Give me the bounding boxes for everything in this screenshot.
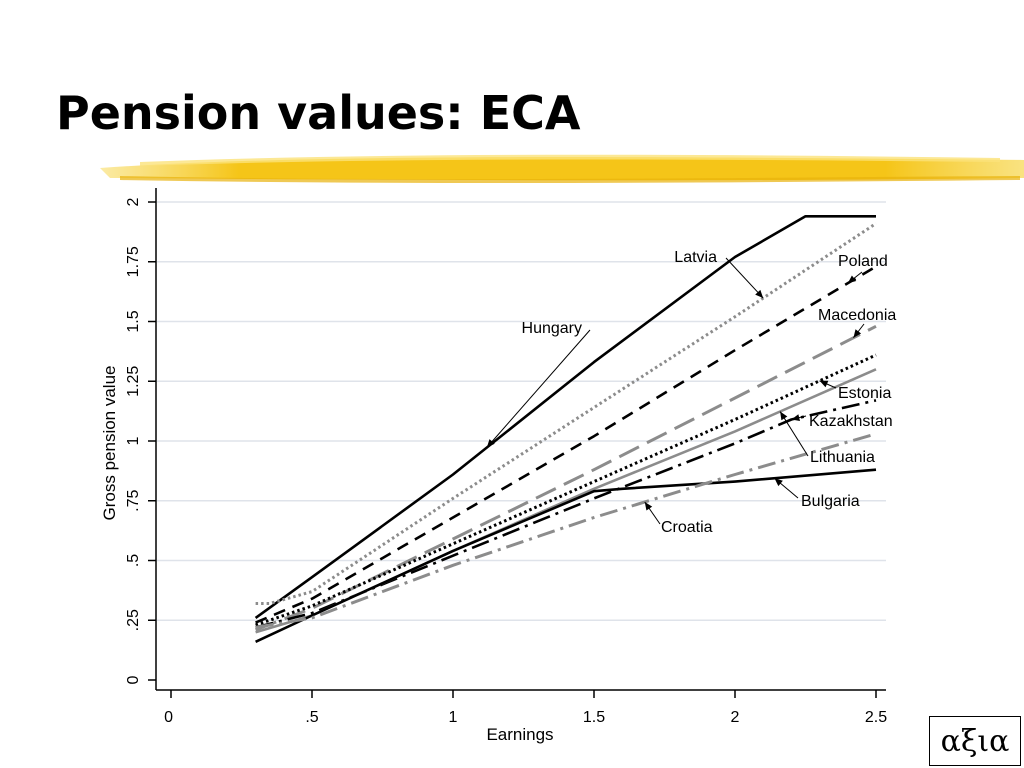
label-arrow-head bbox=[774, 478, 783, 487]
series-label-latvia: Latvia bbox=[674, 249, 717, 266]
label-arrow-line bbox=[486, 329, 591, 448]
y-axis-label: Gross pension value bbox=[100, 366, 119, 521]
label-arrow-head bbox=[780, 411, 788, 421]
grid-lines bbox=[157, 201, 886, 621]
y-tick-label: 1.25 bbox=[125, 366, 142, 397]
series-label-croatia: Croatia bbox=[661, 519, 713, 536]
label-arrow-head bbox=[644, 501, 653, 511]
series-label-bulgaria: Bulgaria bbox=[801, 493, 860, 510]
x-tick-label: 1 bbox=[449, 709, 458, 726]
series-lines bbox=[254, 215, 877, 643]
x-axis-label: Earnings bbox=[486, 725, 553, 744]
series-label-estonia: Estonia bbox=[838, 385, 891, 402]
series-line-poland bbox=[255, 265, 877, 624]
label-arrow-head bbox=[853, 329, 862, 338]
y-tick-label: 0 bbox=[125, 675, 142, 684]
label-arrow-head bbox=[847, 275, 857, 284]
logo-text: αξια bbox=[940, 723, 1010, 759]
x-tick-label: 2 bbox=[731, 709, 740, 726]
y-tick-label: 2 bbox=[125, 197, 142, 206]
series-label-lithuania: Lithuania bbox=[810, 449, 875, 466]
x-ticks: 0 .5 1 1.5 2 2.5 bbox=[164, 690, 887, 726]
label-arrow-head bbox=[755, 289, 764, 299]
label-arrow-head bbox=[791, 414, 800, 422]
y-tick-label: .5 bbox=[125, 554, 142, 567]
x-tick-label: .5 bbox=[305, 709, 318, 726]
x-tick-label: 2.5 bbox=[865, 709, 887, 726]
label-arrow-head bbox=[486, 439, 495, 448]
x-tick-label: 0 bbox=[164, 709, 173, 726]
series-labels: Hungary Latvia Poland Macedonia Estonia Kazak… bbox=[486, 249, 896, 536]
series-label-kazakhstan: Kazakhstan bbox=[809, 413, 893, 430]
series-label-macedonia: Macedonia bbox=[818, 307, 896, 324]
label-arrow-line bbox=[725, 257, 764, 299]
series-line-latvia bbox=[255, 222, 877, 605]
y-tick-label: 1.75 bbox=[125, 246, 142, 277]
label-arrow-line bbox=[779, 411, 809, 457]
series-line-croatia bbox=[255, 432, 877, 629]
slide-title: Pension values: ECA bbox=[56, 86, 581, 140]
highlight-stroke bbox=[100, 154, 1024, 184]
y-tick-label: 1.5 bbox=[125, 310, 142, 332]
y-tick-label: 1 bbox=[125, 436, 142, 445]
plot-frame bbox=[155, 188, 886, 691]
series-line-bulgaria bbox=[255, 468, 877, 643]
series-line-estonia bbox=[255, 353, 877, 627]
series-line-hungary bbox=[254, 215, 876, 619]
series-label-poland: Poland bbox=[838, 253, 888, 270]
x-tick-label: 1.5 bbox=[583, 709, 605, 726]
y-tick-label: .25 bbox=[125, 609, 142, 631]
series-label-hungary: Hungary bbox=[522, 320, 582, 337]
highlight-brush bbox=[100, 157, 1024, 181]
y-ticks: 0 .25 .5 .75 1 1.25 1.5 1.75 2 bbox=[125, 197, 156, 684]
highlight-brush-streak bbox=[140, 154, 1000, 166]
label-arrow-head bbox=[819, 380, 829, 388]
series-line-kazakhstan bbox=[255, 399, 877, 629]
y-tick-label: .75 bbox=[125, 490, 142, 512]
logo: αξια bbox=[929, 716, 1021, 766]
series-line-macedonia bbox=[255, 324, 877, 632]
highlight-brush-streak bbox=[120, 176, 1020, 184]
